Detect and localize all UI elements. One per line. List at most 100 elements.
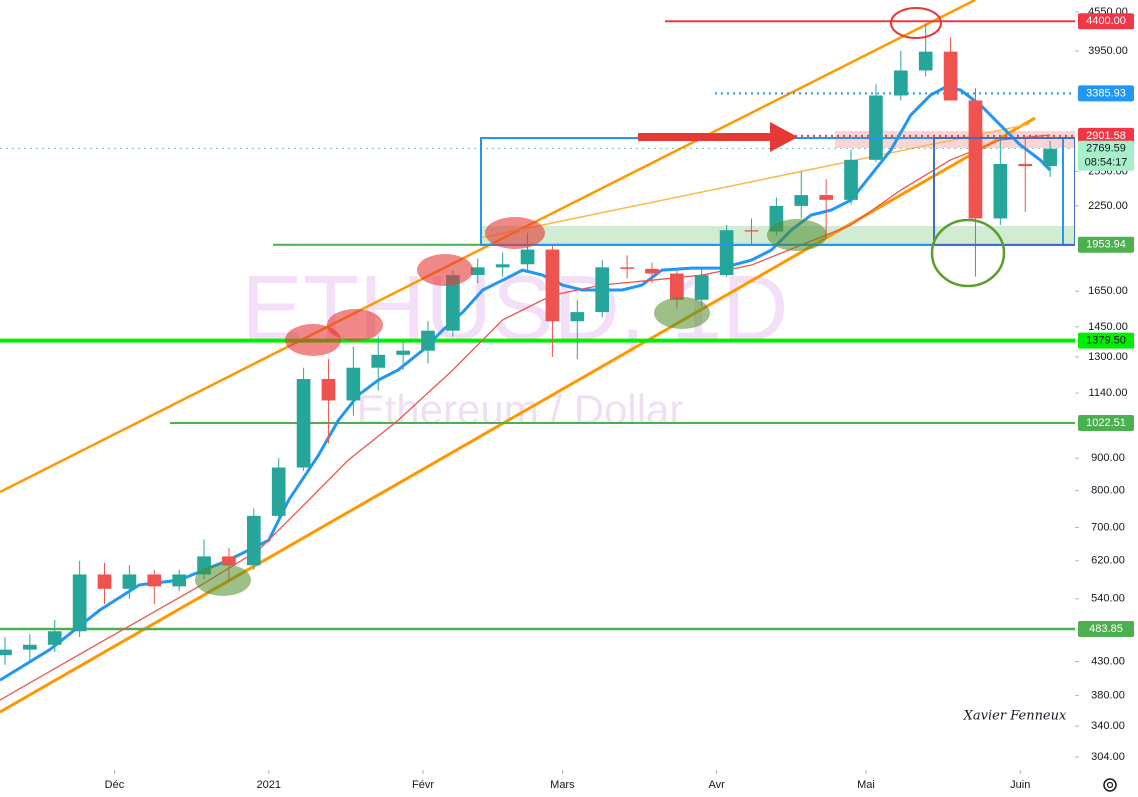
level-label-box xyxy=(1078,236,1134,253)
candle-body xyxy=(97,574,112,589)
y-tick-label: 540.00 xyxy=(1091,593,1125,605)
y-tick-label: 3950.00 xyxy=(1088,45,1128,57)
countdown: 08:54:17 xyxy=(1085,157,1128,169)
candle-body xyxy=(1018,163,1033,167)
candle-body xyxy=(869,95,883,160)
candle-body xyxy=(0,649,12,656)
axes: 4550.003950.002550.002250.001650.001450.… xyxy=(105,6,1134,791)
level-label: 1022.51 xyxy=(1086,417,1126,429)
candle-body xyxy=(918,51,933,71)
level-label: 483.85 xyxy=(1089,623,1123,635)
highlight xyxy=(767,219,827,251)
level-label: 2769.59 xyxy=(1086,143,1126,155)
y-tick-label: 700.00 xyxy=(1091,521,1125,533)
highlight xyxy=(485,217,545,249)
candle-body xyxy=(271,467,286,516)
candle-body xyxy=(246,515,261,566)
candle-body xyxy=(23,644,37,650)
highlight xyxy=(930,218,1006,288)
candle-body xyxy=(545,249,560,322)
candle-body xyxy=(893,70,908,96)
signature: Xavier Fenneux xyxy=(963,709,1067,724)
candle-body xyxy=(719,230,734,276)
settings-icon[interactable] xyxy=(1103,778,1117,792)
candle-body xyxy=(396,350,410,355)
candle-body xyxy=(645,268,659,274)
candle-body xyxy=(694,275,709,300)
level-label-box xyxy=(1078,415,1134,432)
y-tick-label: 2250.00 xyxy=(1088,200,1128,212)
highlight xyxy=(327,309,383,341)
y-tick-label: 620.00 xyxy=(1091,555,1125,567)
candle-body xyxy=(371,354,386,368)
level-label: 2901.58 xyxy=(1086,130,1126,142)
highlight xyxy=(195,564,251,596)
y-tick-label: 900.00 xyxy=(1091,452,1125,464)
level-label: 4400.00 xyxy=(1086,15,1126,27)
y-tick-label: 380.00 xyxy=(1091,689,1125,701)
x-tick-label: Avr xyxy=(709,779,726,791)
candle-body xyxy=(222,556,236,566)
candle-body xyxy=(993,163,1008,219)
candle-body xyxy=(446,275,460,331)
highlight xyxy=(417,254,473,286)
candle-body xyxy=(943,51,958,101)
candle-body xyxy=(620,267,634,269)
x-tick-label: Mai xyxy=(857,779,875,791)
candle-body xyxy=(794,195,809,206)
candle-body xyxy=(1043,148,1057,167)
candle-body xyxy=(520,249,535,265)
plot xyxy=(0,23,1057,701)
candle-body xyxy=(122,574,137,589)
y-tick-label: 340.00 xyxy=(1091,720,1125,732)
moving-average xyxy=(0,134,1051,701)
time-axis xyxy=(0,770,1138,797)
y-tick-label: 1650.00 xyxy=(1088,285,1128,297)
candle-body xyxy=(321,378,336,401)
level-label: 1953.94 xyxy=(1086,239,1126,251)
level-label: 3385.93 xyxy=(1086,87,1126,99)
candle-body xyxy=(744,230,759,232)
x-tick-label: Juin xyxy=(1010,779,1030,791)
candle-body xyxy=(296,378,311,468)
candle-body xyxy=(595,267,610,313)
candle-body xyxy=(346,367,361,401)
x-tick-label: 2021 xyxy=(257,779,281,791)
level-label-box xyxy=(1078,332,1134,349)
arrow-head xyxy=(770,122,798,152)
candle-body xyxy=(968,100,983,219)
level-label-box xyxy=(1078,621,1134,638)
trendline xyxy=(479,123,1031,239)
candle-body xyxy=(670,273,684,300)
y-tick-label: 1300.00 xyxy=(1088,351,1128,363)
candle-body xyxy=(819,195,834,200)
y-tick-label: 1450.00 xyxy=(1088,321,1128,333)
x-tick-label: Déc xyxy=(105,779,125,791)
candle-body xyxy=(844,159,858,200)
level-label-box xyxy=(1078,127,1134,144)
y-tick-label: 1140.00 xyxy=(1089,387,1128,399)
highlight xyxy=(890,7,942,39)
y-tick-label: 304.00 xyxy=(1091,751,1125,763)
candle-body xyxy=(147,574,162,587)
y-tick-label: 430.00 xyxy=(1091,655,1125,667)
candle-body xyxy=(72,574,87,632)
y-tick-label: 800.00 xyxy=(1091,485,1125,497)
level-label: 1379.50 xyxy=(1086,335,1126,347)
candle-body xyxy=(421,330,435,351)
highlight xyxy=(654,297,710,329)
highlight xyxy=(285,324,341,356)
candle-body xyxy=(470,267,485,276)
watermark-description: Ethereum / Dollar xyxy=(357,386,684,433)
annotations xyxy=(195,7,1076,596)
level-label-box xyxy=(1078,85,1134,102)
candle-body xyxy=(495,264,510,268)
candle-body xyxy=(570,312,585,322)
level-label-box xyxy=(1078,13,1134,30)
x-tick-label: Mars xyxy=(550,779,575,791)
x-tick-label: Févr xyxy=(412,779,434,791)
candle-body xyxy=(47,631,62,645)
level-label-box xyxy=(1078,140,1134,171)
